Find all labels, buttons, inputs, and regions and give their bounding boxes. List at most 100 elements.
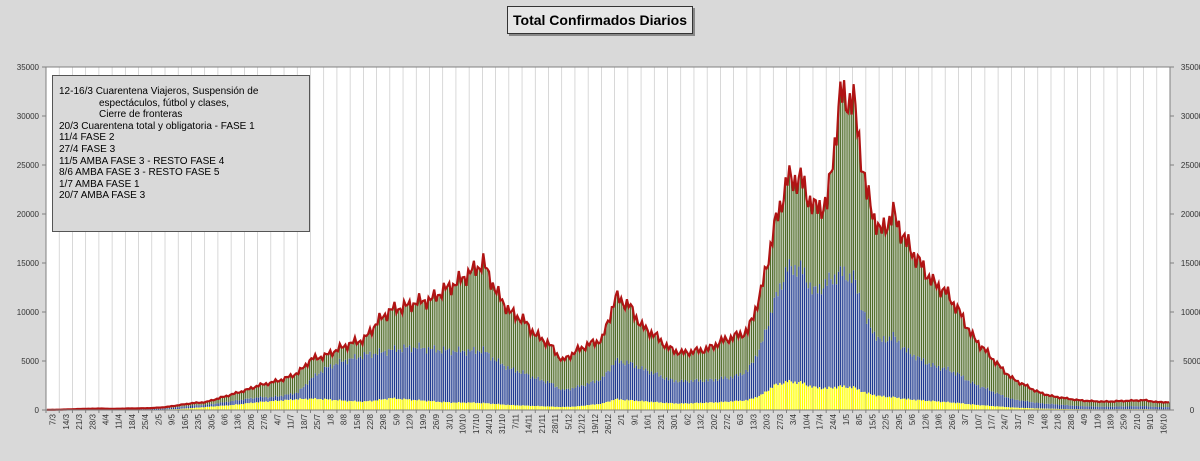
bar-green	[422, 301, 424, 348]
bar-green	[520, 322, 522, 374]
bar-blue	[885, 342, 887, 398]
bar-yellow	[222, 405, 224, 410]
bar-green	[407, 304, 409, 348]
bar-blue	[699, 379, 702, 403]
bar-green	[205, 401, 207, 405]
bar-yellow	[469, 402, 471, 410]
bar-green	[261, 384, 263, 398]
bar-green	[529, 334, 532, 379]
bar-blue	[223, 402, 226, 406]
bar-green	[869, 206, 872, 328]
bar-blue	[346, 364, 348, 402]
bar-green	[847, 112, 849, 282]
bar-yellow	[943, 401, 945, 410]
bar-yellow	[758, 395, 760, 410]
bar-yellow	[794, 381, 796, 410]
bar-yellow	[949, 402, 951, 410]
bar-green	[412, 303, 415, 348]
bar-blue	[760, 342, 762, 395]
bar-yellow	[956, 402, 959, 410]
bar-blue	[970, 383, 972, 405]
bar-blue	[1096, 406, 1098, 410]
bar-yellow	[682, 403, 685, 410]
bar-blue	[439, 350, 441, 402]
x-axis: 7/3 14/3 21/3 28/3 4/4 11/4 18/4 25/4 2/5 9/5 16/5…	[45, 410, 1168, 434]
bar-blue	[994, 393, 996, 407]
bar-yellow	[397, 398, 399, 410]
bar-yellow	[594, 404, 596, 410]
bar-blue	[473, 347, 475, 403]
bar-yellow	[486, 403, 488, 410]
bar-yellow	[1062, 408, 1064, 410]
bar-blue	[461, 350, 464, 403]
bar-yellow	[1045, 408, 1047, 410]
bar-blue	[229, 401, 231, 406]
bar-blue	[773, 297, 775, 385]
bar-blue	[830, 279, 832, 388]
bar-yellow	[582, 405, 585, 410]
bar-green	[1074, 400, 1076, 407]
x-tick-label: 12/6	[921, 413, 930, 429]
bar-blue	[758, 349, 760, 396]
bar-blue	[915, 360, 917, 401]
bar-yellow	[847, 388, 849, 410]
bar-yellow	[654, 402, 656, 410]
y-tick-label-left: 5000	[21, 357, 39, 366]
bar-blue	[548, 382, 551, 407]
bar-blue	[713, 381, 715, 403]
bar-blue	[886, 341, 889, 398]
bar-yellow	[424, 400, 426, 410]
bar-green	[229, 394, 231, 402]
bar-yellow	[775, 383, 777, 410]
bar-green	[866, 199, 868, 324]
bar-green	[235, 391, 237, 400]
bar-blue	[269, 397, 271, 402]
bar-green	[817, 213, 819, 294]
bar-blue	[660, 375, 662, 403]
bar-green	[1047, 395, 1049, 404]
bar-blue	[919, 357, 921, 400]
bar-green	[254, 387, 256, 399]
bar-green	[677, 354, 679, 383]
bar-blue	[767, 326, 770, 391]
bar-green	[250, 387, 252, 398]
bar-blue	[556, 386, 558, 407]
bar-yellow	[231, 404, 233, 410]
bar-green	[363, 335, 365, 353]
bar-blue	[393, 345, 396, 398]
bar-yellow	[365, 401, 367, 410]
bar-yellow	[932, 400, 934, 410]
bar-blue	[1113, 406, 1115, 410]
bar-yellow	[603, 403, 605, 410]
x-tick-label: 11/9	[1093, 413, 1102, 429]
bar-blue	[1168, 407, 1170, 410]
y-tick-label-right: 35000	[1181, 63, 1200, 72]
bar-green	[873, 213, 875, 332]
bar-yellow	[973, 404, 976, 410]
bar-green	[548, 345, 551, 383]
bar-blue	[1079, 406, 1081, 410]
bar-yellow	[529, 406, 532, 410]
bar-green	[252, 388, 254, 399]
bar-yellow	[945, 402, 947, 410]
bar-yellow	[410, 400, 413, 410]
bar-blue	[868, 318, 870, 393]
bar-yellow	[726, 401, 728, 410]
bar-yellow	[801, 383, 804, 410]
bar-green	[892, 201, 894, 332]
bar-yellow	[705, 402, 707, 410]
bar-yellow	[873, 394, 875, 410]
bar-green	[877, 223, 879, 337]
bar-yellow	[954, 403, 957, 410]
bar-blue	[318, 373, 320, 400]
bar-green	[652, 337, 654, 375]
bar-blue	[635, 365, 637, 401]
x-tick-label: 30/5	[207, 413, 216, 429]
bar-green	[862, 171, 864, 311]
bar-green	[654, 334, 656, 374]
bar-yellow	[890, 397, 892, 410]
bar-green	[543, 341, 545, 382]
bar-green	[518, 319, 520, 373]
bar-yellow	[811, 387, 813, 410]
bar-yellow	[441, 402, 443, 410]
